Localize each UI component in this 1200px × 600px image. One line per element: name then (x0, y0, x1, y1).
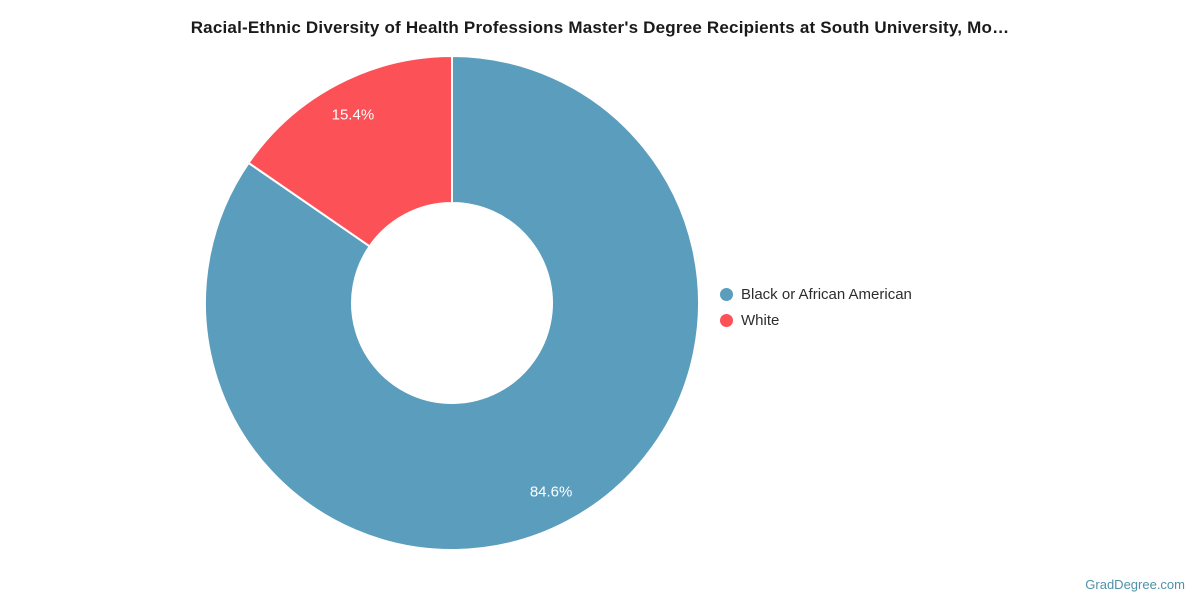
legend-item-white[interactable]: White (720, 307, 912, 333)
legend-label: White (741, 311, 780, 329)
chart-title: Racial-Ethnic Diversity of Health Profes… (190, 18, 1010, 37)
legend-marker-icon (720, 313, 733, 327)
legend: Black or African American White (720, 281, 912, 333)
watermark-link[interactable]: GradDegree.com (1085, 577, 1185, 592)
legend-marker-icon (720, 287, 733, 301)
slice-value-label: 84.6% (530, 484, 573, 501)
legend-label: Black or African American (741, 285, 912, 303)
pie-slice-black-or-african-american[interactable] (204, 55, 700, 551)
pie-slice-white[interactable] (247, 55, 453, 248)
slice-value-label: 15.4% (332, 106, 375, 123)
legend-item-black-or-african-american[interactable]: Black or African American (720, 281, 912, 307)
